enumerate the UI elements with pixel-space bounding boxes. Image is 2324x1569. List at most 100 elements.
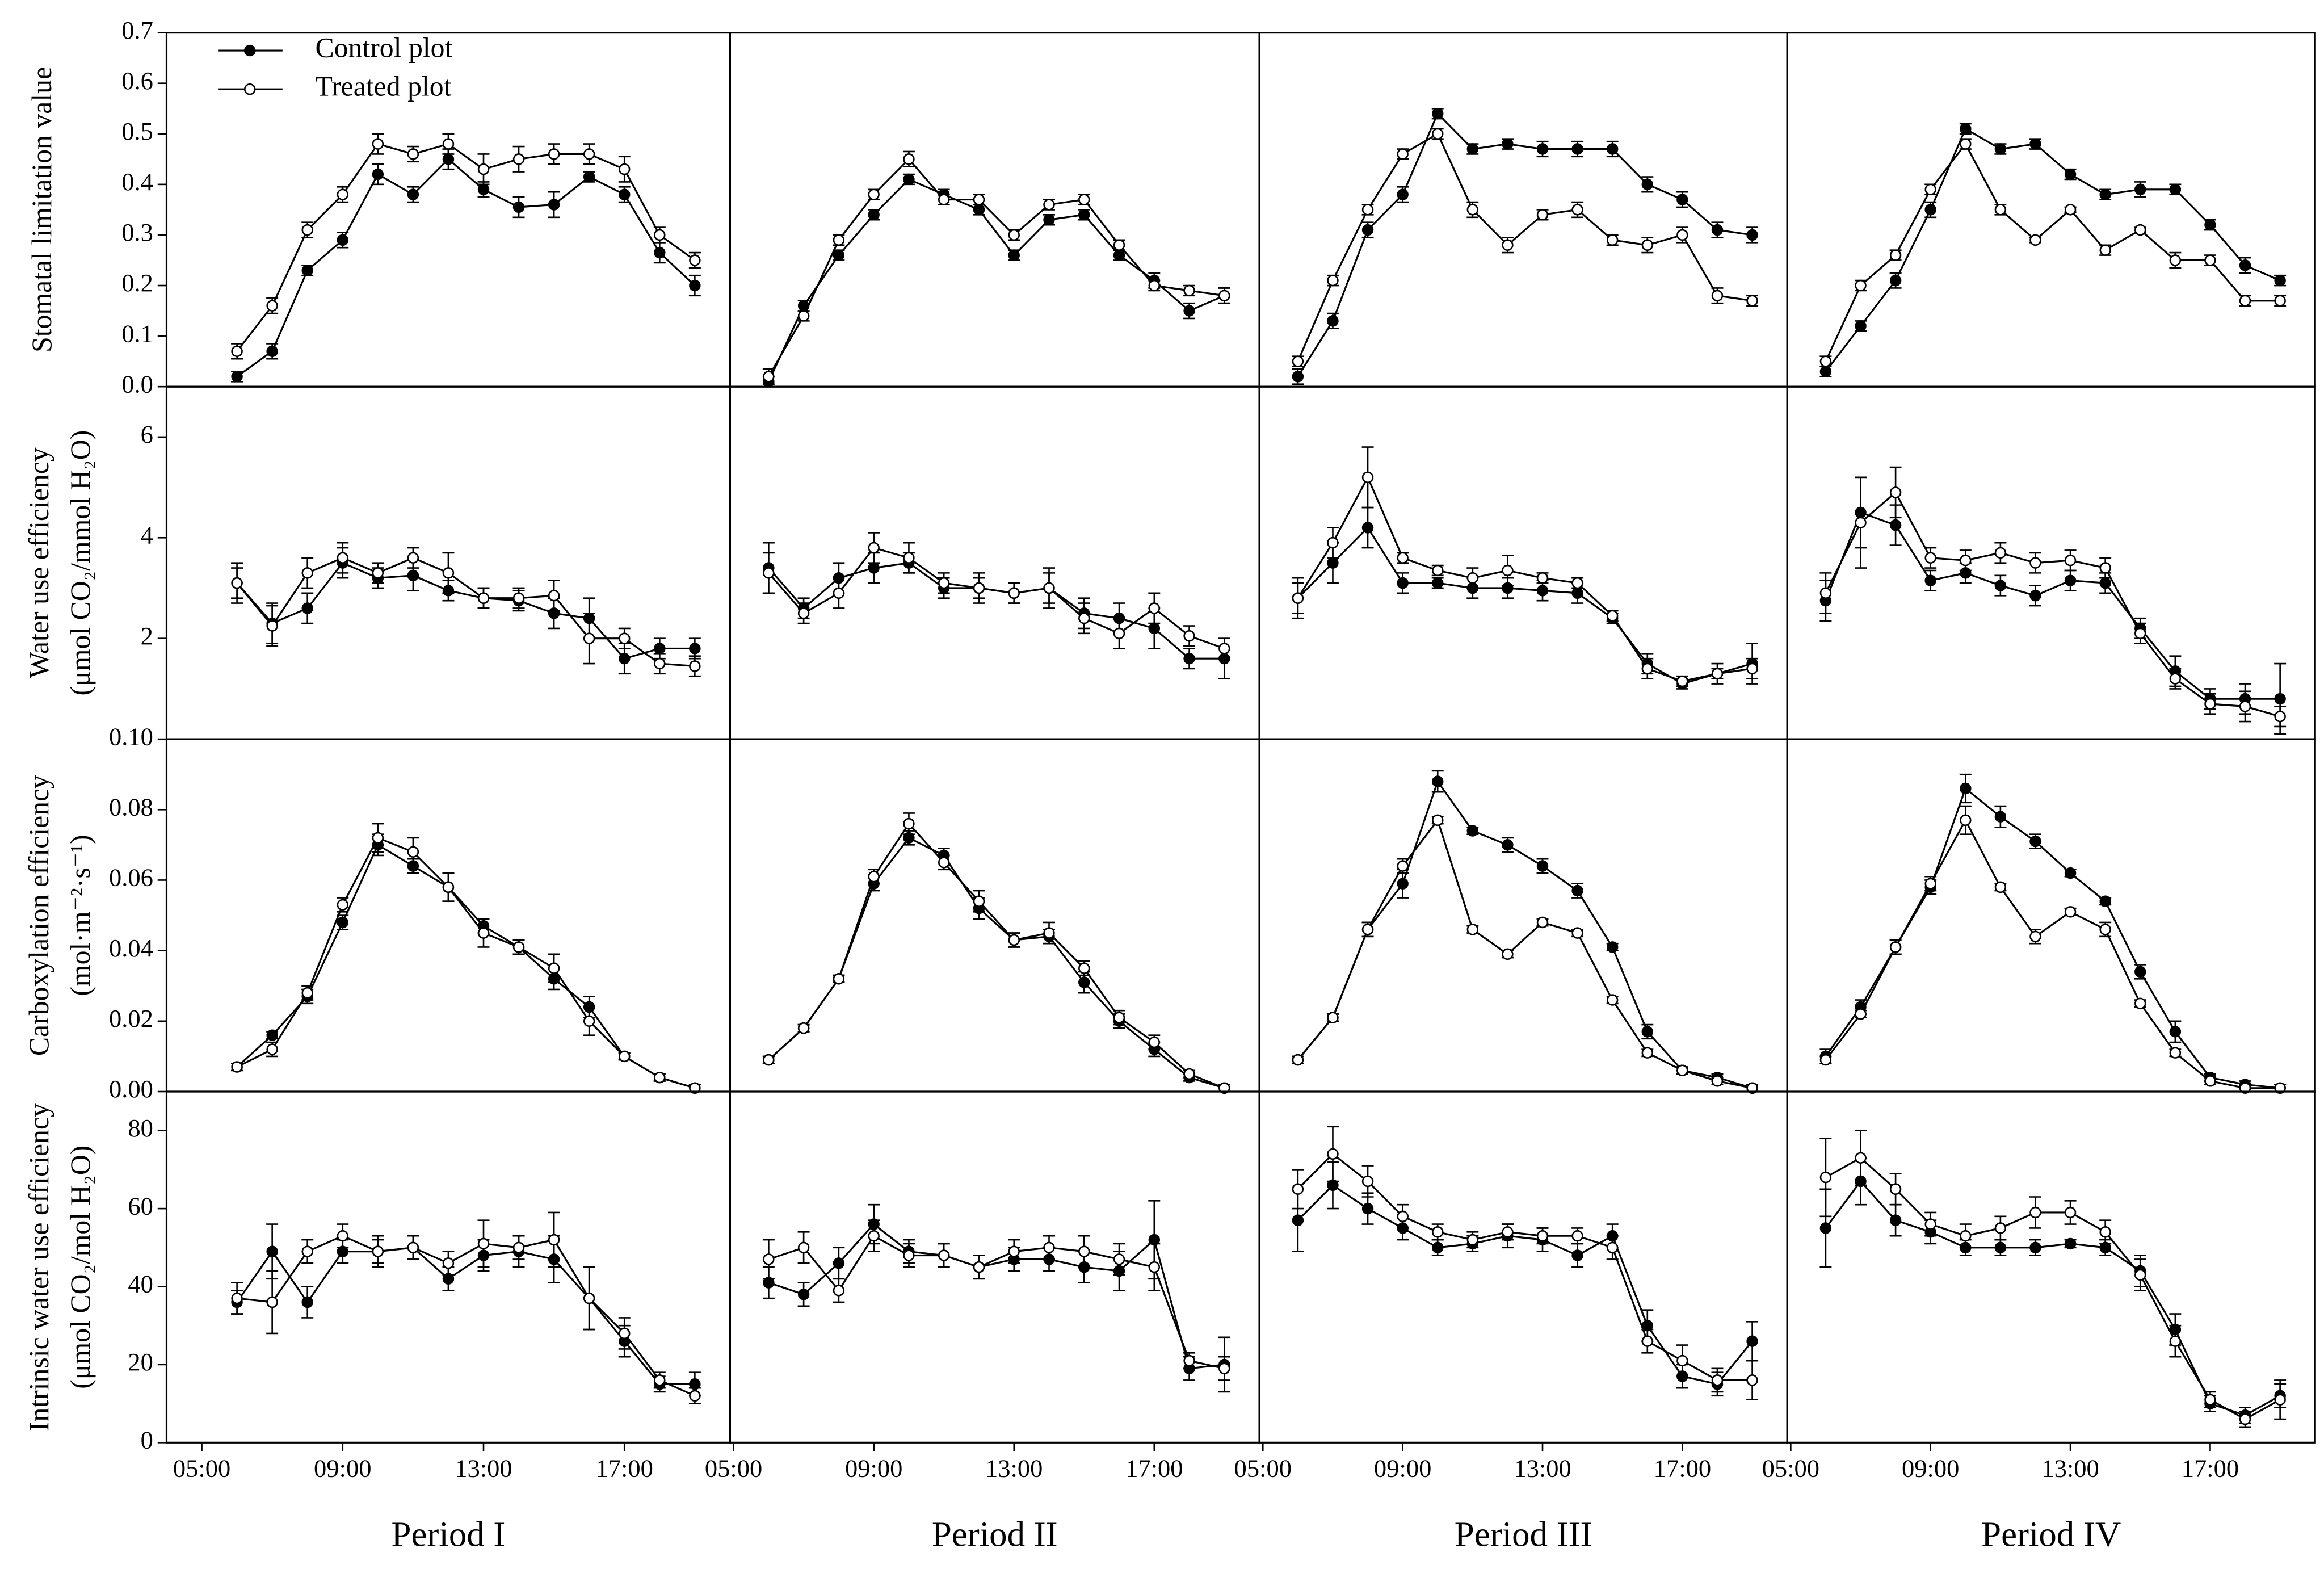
data-point <box>407 148 419 160</box>
data-point <box>1466 143 1479 155</box>
y-tick-label: 0.06 <box>109 863 153 892</box>
series-line <box>236 836 695 1089</box>
data-point <box>654 1071 666 1084</box>
data-point <box>407 188 419 200</box>
data-point <box>1397 878 1409 890</box>
data-point <box>797 1022 810 1034</box>
data-point <box>1218 643 1230 655</box>
data-point <box>266 1029 278 1041</box>
data-point <box>1711 668 1724 679</box>
data-point <box>2064 168 2077 181</box>
data-point <box>1218 1082 1230 1094</box>
data-point <box>337 552 348 564</box>
data-point <box>266 620 278 632</box>
x-tick-label: 09:00 <box>1374 1454 1431 1482</box>
data-point <box>1292 592 1304 604</box>
data-point <box>1327 274 1339 287</box>
data-point <box>301 1245 313 1257</box>
data-point <box>1819 1171 1832 1184</box>
data-point <box>938 1249 950 1261</box>
data-point <box>1855 1152 1867 1164</box>
series-line <box>1825 511 2280 700</box>
data-point <box>1994 204 2007 216</box>
data-point <box>1994 811 2007 823</box>
data-point <box>619 632 631 644</box>
y-tick-label: 2 <box>141 622 153 650</box>
data-point <box>938 194 950 205</box>
data-point <box>1078 209 1090 221</box>
data-point <box>548 962 560 974</box>
legend-entry: Control plot <box>218 32 453 63</box>
data-point <box>1746 1374 1758 1386</box>
data-point <box>2064 867 2077 879</box>
data-point <box>689 660 701 672</box>
data-point <box>619 188 631 200</box>
data-point <box>1361 224 1374 236</box>
panel <box>1258 385 1788 740</box>
data-point <box>512 941 525 953</box>
data-point <box>1113 1012 1125 1023</box>
data-point <box>2099 1226 2111 1238</box>
data-point <box>2064 1206 2077 1219</box>
y-tick-label: 0.10 <box>109 722 153 750</box>
data-point <box>2134 997 2146 1009</box>
series-line <box>237 1235 695 1397</box>
y-tick-label: 0.02 <box>109 1004 153 1033</box>
data-point <box>2029 590 2041 602</box>
data-point <box>1327 315 1339 327</box>
panel-frame <box>729 1090 1260 1444</box>
data-point <box>1008 1245 1020 1257</box>
data-point <box>1606 234 1619 246</box>
data-point <box>1924 183 1936 195</box>
data-point <box>1432 564 1444 577</box>
y-axis-title: (μmol CO₂/mol H₂O) <box>65 1146 96 1389</box>
data-point <box>1466 924 1479 935</box>
data-point <box>1711 1374 1724 1386</box>
data-point <box>1536 585 1549 597</box>
x-tick-label: 13:00 <box>985 1454 1043 1482</box>
panel: 05:00 09:00 13:00 17:00 Period II <box>705 1090 1260 1554</box>
data-point <box>1960 138 1972 150</box>
data-point <box>1361 1175 1374 1188</box>
data-point <box>372 832 384 844</box>
data-point <box>1397 188 1409 200</box>
data-point <box>903 153 915 165</box>
y-tick-label: 6 <box>141 420 153 448</box>
x-tick-label: 17:00 <box>1654 1454 1711 1482</box>
data-point <box>301 265 313 276</box>
y-tick-label: 20 <box>128 1348 153 1376</box>
data-point <box>2099 188 2111 200</box>
data-point <box>407 1241 419 1254</box>
data-point <box>1292 355 1304 367</box>
data-point <box>1502 564 1514 577</box>
data-point <box>1148 622 1161 635</box>
data-point <box>1078 612 1090 624</box>
data-point <box>2169 183 2182 195</box>
data-point <box>337 188 348 200</box>
data-point <box>1994 1222 2007 1234</box>
panel: 0.0 0.1 0.2 0.3 0.4 0.5 0.6 0.7 Stomatal limitat… <box>26 16 731 398</box>
data-point <box>1361 204 1374 216</box>
data-point <box>1746 1335 1758 1347</box>
x-tick-label: 05:00 <box>173 1454 230 1482</box>
data-point <box>797 1289 810 1300</box>
data-point <box>2099 562 2111 574</box>
data-point <box>372 168 384 181</box>
series-line <box>1297 1184 1753 1386</box>
data-point <box>548 1234 560 1246</box>
data-point <box>1466 825 1479 837</box>
data-point <box>868 871 880 883</box>
series-line <box>1825 127 2281 372</box>
panel <box>729 385 1260 740</box>
panel-frame <box>729 738 1260 1093</box>
data-point <box>583 632 595 644</box>
data-point <box>442 1257 455 1269</box>
data-point <box>1148 1036 1161 1048</box>
data-point <box>2169 254 2182 266</box>
panel <box>1258 738 1788 1094</box>
data-point <box>833 587 845 599</box>
data-point <box>442 881 455 893</box>
data-point <box>1183 1068 1195 1080</box>
data-point <box>1746 295 1758 307</box>
